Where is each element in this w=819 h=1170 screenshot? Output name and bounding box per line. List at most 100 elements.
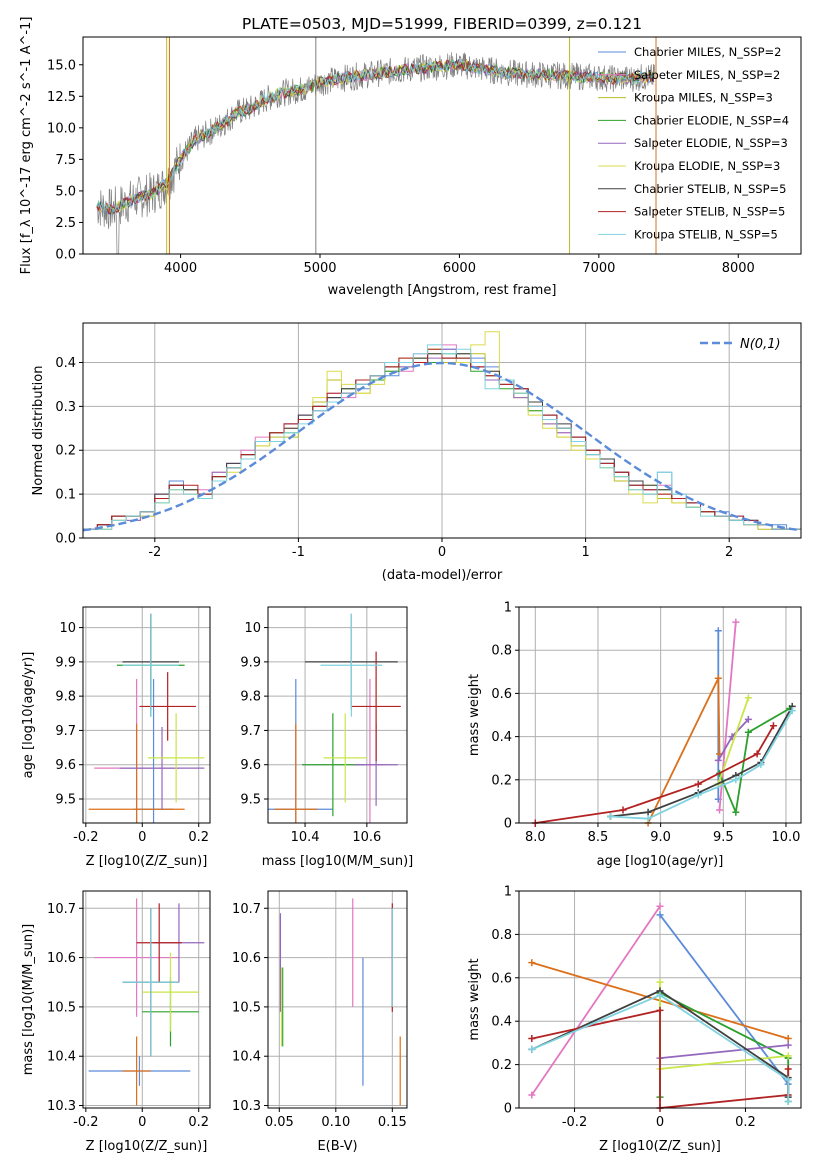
series-marker — [784, 1041, 792, 1049]
massweight-vs-Z-frame — [518, 890, 802, 1109]
y-tick-label: 12.5 — [47, 90, 76, 105]
x-tick-label: 0.2 — [188, 830, 209, 845]
y-tick-label: 0.2 — [491, 773, 512, 788]
model-spectrum-line — [96, 58, 655, 214]
series-marker — [656, 902, 664, 910]
series-marker — [528, 1091, 536, 1099]
x-tick-label: -0.2 — [73, 1115, 98, 1130]
y-tick-label: 7.5 — [55, 153, 76, 168]
mass-vs-EBV-points — [279, 898, 401, 1106]
legend-label: Chabrier STELIB, N_SSP=5 — [634, 182, 786, 196]
y-tick-label: 10.6 — [47, 951, 76, 966]
y-tick-label: 2.5 — [55, 216, 76, 231]
x-tick-label: 9.5 — [713, 830, 734, 845]
y-tick-label: 0.3 — [55, 400, 76, 415]
y-tick-label: 9.5 — [55, 793, 76, 808]
spectrum-frame — [82, 36, 802, 255]
y-tick-label: 9.7 — [55, 724, 76, 739]
y-tick-label: 0.0 — [55, 248, 76, 263]
x-tick-label: 5000 — [303, 261, 336, 276]
x-tick-label: 6000 — [443, 261, 476, 276]
y-tick-label: 10.7 — [232, 902, 261, 917]
x-tick-label: 4000 — [164, 261, 197, 276]
y-tick-label: 9.6 — [55, 758, 76, 773]
legend-label: Kroupa MILES, N_SSP=3 — [634, 91, 773, 105]
series-line — [659, 914, 789, 1085]
x-axis-label: Z [log10(Z/Z_sun)] — [86, 854, 208, 869]
y-tick-label: 0.4 — [491, 730, 512, 745]
x-tick-label: 7000 — [582, 261, 615, 276]
y-tick-label: 10.5 — [232, 1000, 261, 1015]
x-tick-label: 8.0 — [525, 830, 546, 845]
x-tick-label: 8.5 — [588, 830, 609, 845]
series-marker — [732, 618, 740, 626]
y-tick-label: 10.5 — [47, 1000, 76, 1015]
series-line — [531, 905, 661, 1096]
x-tick-label: 8000 — [722, 261, 755, 276]
x-tick-label: -2 — [148, 545, 161, 560]
y-axis-label: mass weight — [467, 674, 482, 756]
y-tick-label: 10.3 — [47, 1099, 76, 1114]
series-marker — [744, 694, 752, 702]
series-marker — [784, 1052, 792, 1060]
massweight-vs-age-series — [531, 618, 796, 827]
spectrum-axes: 4000 5000 6000 7000 8000 0.0 2.5 5.0 7.5 10.0 12.5… — [47, 58, 755, 276]
histogram-lines — [83, 331, 801, 538]
y-tick-label: 0 — [504, 1102, 512, 1117]
massweight-vs-Z-axes: -0.2 0 0.2 0 0.2 0.4 0.6 0.8 1 — [491, 885, 801, 1130]
y-tick-label: 0.8 — [491, 644, 512, 659]
series-marker — [769, 722, 777, 730]
massweight-vs-age-axes: 8.0 8.5 9.0 9.5 10.0 0 0.2 0.4 0.6 0.8 1 — [491, 601, 801, 845]
series-marker — [656, 1006, 664, 1014]
x-axis-label: Z [log10(Z/Z_sun)] — [86, 1139, 208, 1154]
series-marker — [753, 750, 761, 758]
y-tick-label: 10.6 — [232, 951, 261, 966]
mass-vs-Z-points — [88, 898, 205, 1106]
legend-label: Kroupa ELODIE, N_SSP=3 — [634, 159, 780, 173]
mass-vs-Z-frame — [82, 890, 211, 1109]
series-line — [610, 705, 793, 818]
age-vs-Z-frame — [82, 606, 211, 824]
age-vs-Z-points — [88, 613, 205, 823]
legend-label: Salpeter MILES, N_SSP=2 — [634, 68, 780, 82]
x-tick-label: 10.4 — [291, 830, 320, 845]
x-tick-label: -1 — [292, 545, 305, 560]
series-marker — [644, 808, 652, 816]
series-marker — [732, 776, 740, 784]
series-line — [610, 710, 793, 820]
series-marker — [619, 806, 627, 814]
y-tick-label: 10 — [59, 621, 76, 636]
series-marker — [784, 1065, 792, 1073]
x-tick-label: 0 — [656, 1115, 664, 1130]
x-tick-label: 0 — [138, 1115, 146, 1130]
mass-vs-EBV-axes: 0.05 0.10 0.15 10.3 10.4 10.5 10.6 10.7 — [232, 891, 407, 1130]
y-axis-label: age [log10(age/yr)] — [21, 652, 36, 779]
x-tick-label: -0.2 — [562, 1115, 587, 1130]
x-tick-label: 0.15 — [378, 1115, 407, 1130]
y-tick-label: 0.6 — [491, 971, 512, 986]
y-tick-label: 10.4 — [47, 1050, 76, 1065]
series-marker — [656, 991, 664, 999]
series-marker — [656, 911, 664, 919]
x-axis-label: wavelength [Angstrom, rest frame] — [328, 283, 557, 298]
y-tick-label: 9.7 — [240, 724, 261, 739]
y-tick-label: 0.2 — [55, 444, 76, 459]
y-tick-label: 9.6 — [240, 758, 261, 773]
mass-vs-Z-axes: -0.2 0 0.2 10.3 10.4 10.5 10.6 10.7 — [47, 891, 210, 1130]
chart-title: PLATE=0503, MJD=51999, FIBERID=0399, z=0… — [242, 15, 642, 33]
y-tick-label: 10 — [244, 621, 261, 636]
series-marker — [784, 1035, 792, 1043]
y-tick-label: 15.0 — [47, 58, 76, 73]
gaussian-curve — [83, 361, 801, 532]
x-tick-label: 0.2 — [188, 1115, 209, 1130]
series-marker — [714, 674, 722, 682]
y-tick-label: 5.0 — [55, 184, 76, 199]
y-tick-label: 10.7 — [47, 902, 76, 917]
series-marker — [744, 715, 752, 723]
series-marker — [528, 1045, 536, 1053]
series-marker — [714, 627, 722, 635]
y-tick-label: 9.5 — [240, 793, 261, 808]
y-tick-label: 0.4 — [55, 356, 76, 371]
y-tick-label: 0.8 — [491, 928, 512, 943]
